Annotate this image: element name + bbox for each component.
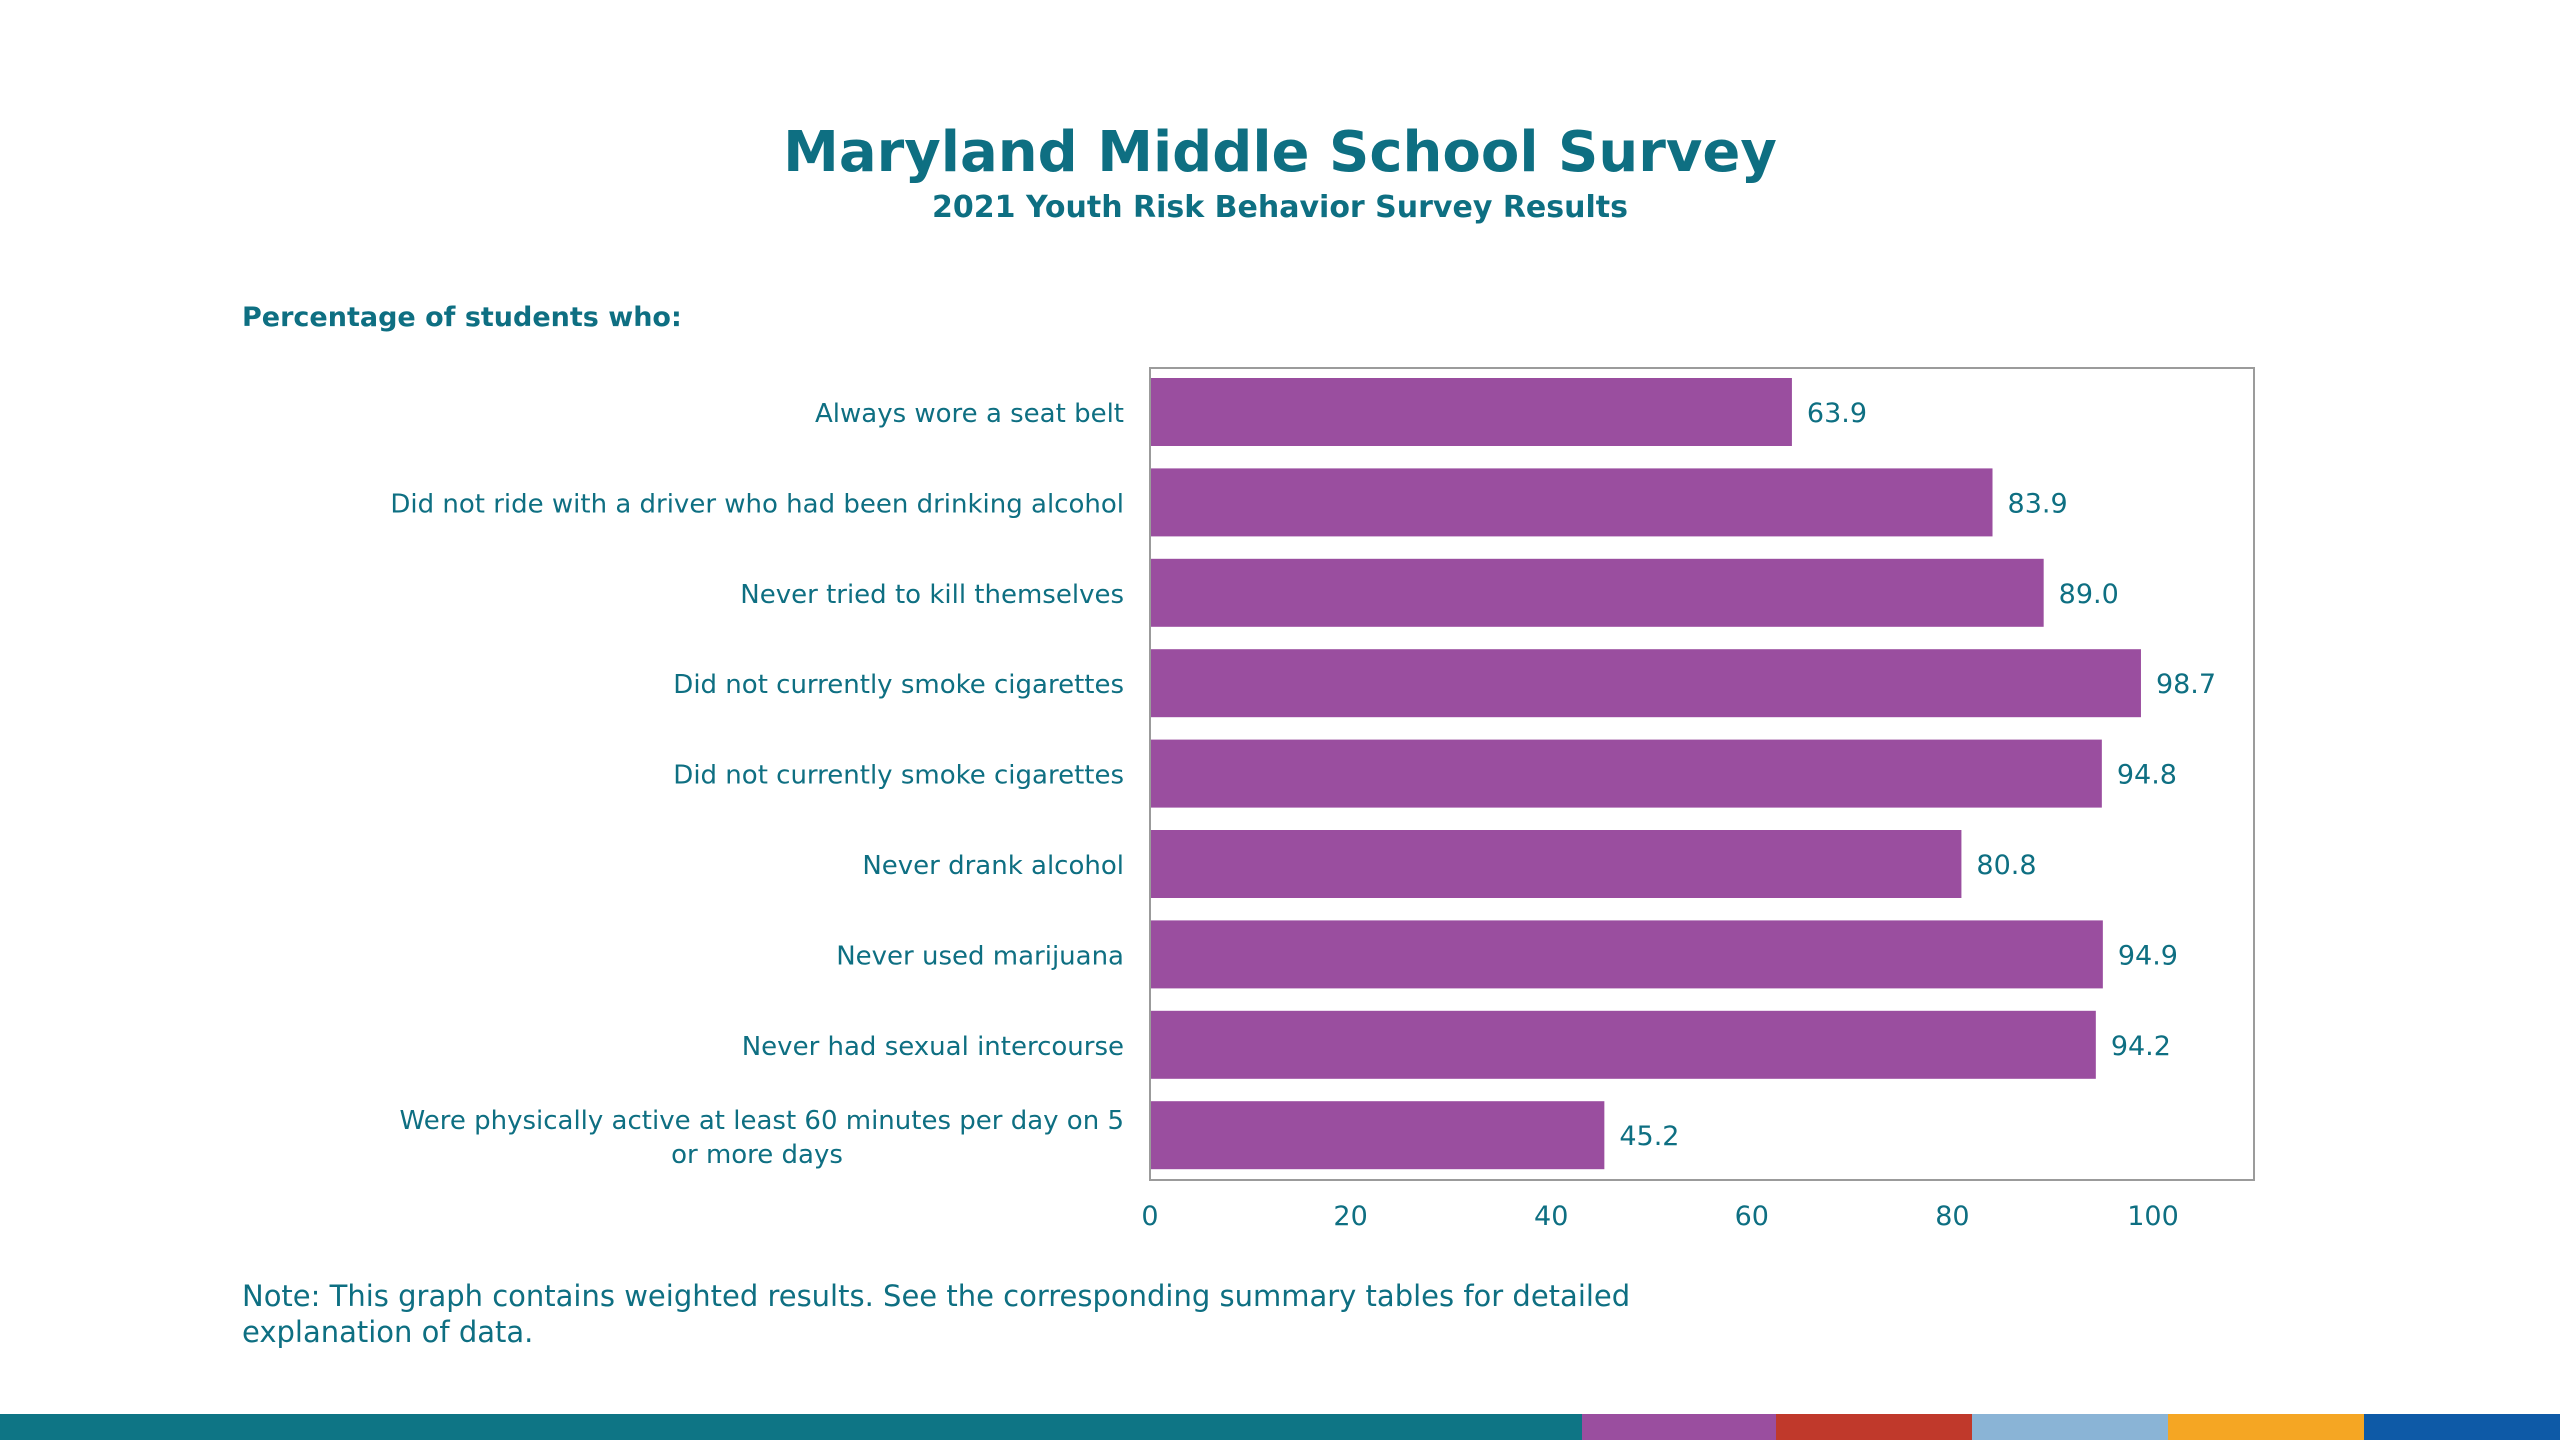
bar (1151, 1101, 1605, 1170)
footer-segment (1582, 1414, 1776, 1440)
chart-subtitle: 2021 Youth Risk Behavior Survey Results (932, 190, 1628, 225)
x-tick-label: 20 (1333, 1201, 1367, 1232)
bar (1151, 739, 2102, 808)
footer-segment (1776, 1414, 1972, 1440)
footnote: Note: This graph contains weighted resul… (242, 1279, 1631, 1349)
bar (1151, 558, 2044, 627)
category-label: Never tried to kill themselves (740, 580, 1124, 610)
footer-segment (1972, 1414, 2168, 1440)
category-label: Always wore a seat belt (815, 399, 1124, 429)
footer-color-bar (0, 1414, 2560, 1440)
bar (1151, 378, 1792, 446)
bar (1151, 1010, 2096, 1079)
bar-value-label: 94.2 (2111, 1031, 2171, 1062)
question-label: Percentage of students who: (242, 302, 682, 333)
category-label: Never used marijuana (836, 941, 1124, 971)
category-label: Did not currently smoke cigarettes (673, 761, 1124, 791)
bar-value-label: 94.8 (2117, 760, 2177, 791)
bar (1151, 830, 1962, 898)
bar-value-label: 83.9 (2008, 488, 2068, 519)
footer-segment (2168, 1414, 2364, 1440)
category-label: Never drank alcohol (862, 851, 1124, 881)
x-tick-label: 60 (1735, 1201, 1769, 1232)
bar (1151, 649, 2141, 718)
bar-value-label: 80.8 (1976, 850, 2036, 881)
plot-frame (1149, 367, 2255, 1181)
chart-title: Maryland Middle School Survey (783, 120, 1777, 185)
category-label: Never had sexual intercourse (742, 1032, 1124, 1062)
x-tick-label: 100 (2127, 1201, 2179, 1232)
footer-segment (2364, 1414, 2560, 1440)
bar-value-label: 89.0 (2059, 579, 2119, 610)
category-label: Did not currently smoke cigarettes (673, 670, 1124, 700)
x-tick-label: 0 (1141, 1201, 1158, 1232)
bar-value-label: 63.9 (1807, 398, 1867, 429)
bar-value-label: 98.7 (2156, 669, 2216, 700)
footer-segment (0, 1414, 1582, 1440)
category-label: Did not ride with a driver who had been … (390, 489, 1124, 519)
bar-value-label: 45.2 (1619, 1121, 1679, 1152)
bar (1151, 920, 2103, 989)
category-label: Were physically active at least 60 minut… (400, 1106, 1124, 1136)
category-label-continued: or more days (671, 1140, 843, 1170)
bar-value-label: 94.9 (2118, 940, 2178, 971)
x-tick-label: 40 (1534, 1201, 1568, 1232)
x-tick-label: 80 (1935, 1201, 1969, 1232)
bar (1151, 468, 1993, 537)
